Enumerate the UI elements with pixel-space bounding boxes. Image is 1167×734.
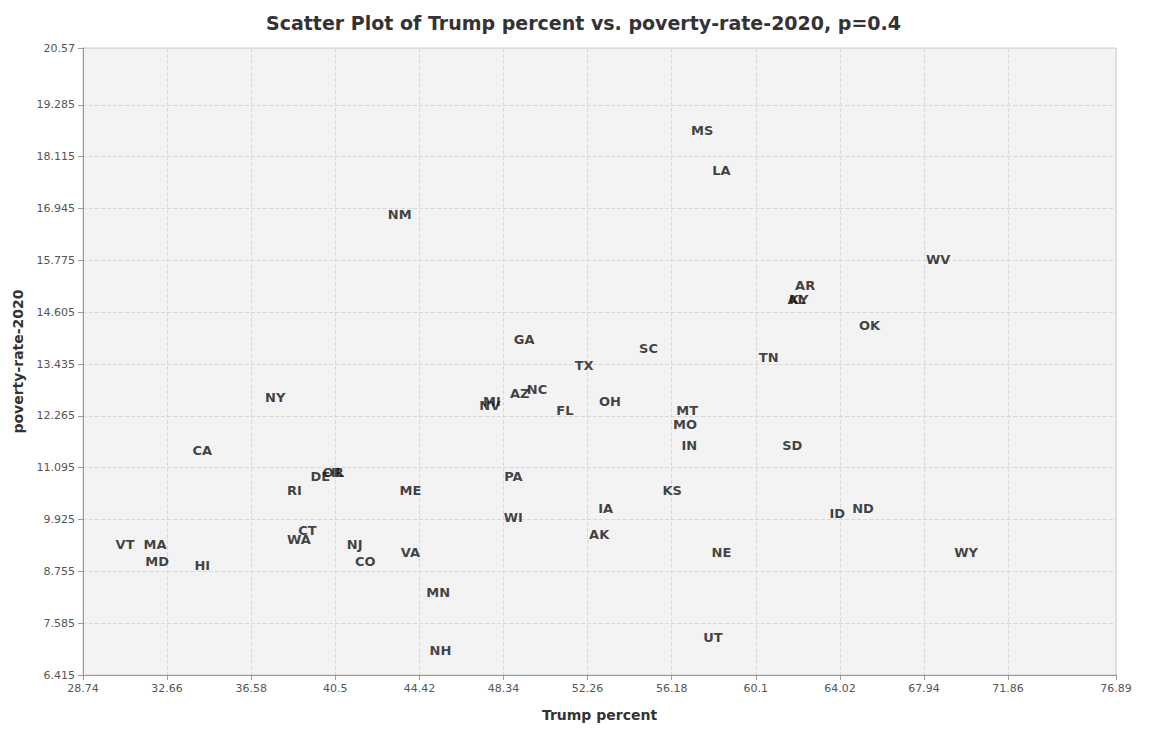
svg-text:18.115: 18.115 xyxy=(37,150,76,163)
svg-text:12.265: 12.265 xyxy=(37,409,76,422)
svg-text:NM: NM xyxy=(388,207,412,222)
svg-text:LA: LA xyxy=(712,163,730,178)
svg-text:AK: AK xyxy=(589,527,610,542)
svg-text:16.945: 16.945 xyxy=(37,202,76,215)
svg-text:OH: OH xyxy=(599,394,621,409)
svg-text:64.02: 64.02 xyxy=(824,682,856,695)
svg-text:SC: SC xyxy=(639,341,658,356)
svg-text:NY: NY xyxy=(265,390,286,405)
svg-text:TN: TN xyxy=(759,350,779,365)
svg-text:KS: KS xyxy=(662,483,681,498)
svg-text:14.605: 14.605 xyxy=(37,306,76,319)
svg-text:15.775: 15.775 xyxy=(37,254,76,267)
svg-text:poverty-rate-2020: poverty-rate-2020 xyxy=(10,289,26,433)
svg-text:NJ: NJ xyxy=(347,537,363,552)
svg-text:28.74: 28.74 xyxy=(67,682,99,695)
svg-text:IA: IA xyxy=(598,501,613,516)
svg-text:NH: NH xyxy=(430,643,452,658)
svg-text:NV: NV xyxy=(479,398,500,413)
svg-text:11.095: 11.095 xyxy=(37,461,76,474)
svg-text:AZ: AZ xyxy=(510,385,530,401)
svg-text:9.925: 9.925 xyxy=(44,513,76,526)
svg-text:20.57: 20.57 xyxy=(44,42,76,55)
svg-text:44.42: 44.42 xyxy=(404,682,436,695)
svg-text:TX: TX xyxy=(575,358,594,373)
svg-text:MD: MD xyxy=(145,554,169,569)
svg-text:SD: SD xyxy=(782,438,802,453)
svg-text:19.285: 19.285 xyxy=(37,98,76,111)
svg-text:OR: OR xyxy=(322,465,344,481)
svg-text:KY: KY xyxy=(789,292,809,307)
svg-text:VT: VT xyxy=(116,537,135,552)
svg-text:IL: IL xyxy=(331,465,344,480)
svg-text:60.1: 60.1 xyxy=(744,682,769,695)
svg-text:CO: CO xyxy=(355,554,376,569)
svg-text:7.585: 7.585 xyxy=(44,617,76,630)
svg-text:32.66: 32.66 xyxy=(151,682,183,695)
svg-text:67.94: 67.94 xyxy=(908,682,940,695)
svg-text:MN: MN xyxy=(426,585,450,600)
svg-text:MO: MO xyxy=(673,417,697,432)
svg-text:76.89: 76.89 xyxy=(1100,682,1132,695)
svg-text:HI: HI xyxy=(194,558,210,573)
svg-text:WA: WA xyxy=(287,532,311,547)
svg-text:UT: UT xyxy=(703,630,723,645)
svg-text:WI: WI xyxy=(504,510,523,525)
svg-text:GA: GA xyxy=(514,332,535,347)
svg-text:6.415: 6.415 xyxy=(44,669,76,682)
svg-text:WY: WY xyxy=(954,545,978,560)
svg-text:RI: RI xyxy=(287,483,302,498)
svg-text:ND: ND xyxy=(852,501,874,516)
svg-text:AR: AR xyxy=(795,278,816,294)
svg-text:PA: PA xyxy=(504,469,522,484)
svg-text:NE: NE xyxy=(712,545,732,560)
svg-text:40.5: 40.5 xyxy=(323,682,348,695)
svg-text:8.755: 8.755 xyxy=(44,565,76,578)
svg-text:MS: MS xyxy=(691,123,713,138)
svg-text:56.18: 56.18 xyxy=(656,682,688,695)
svg-text:OK: OK xyxy=(859,318,881,333)
svg-text:VA: VA xyxy=(401,545,420,560)
svg-text:FL: FL xyxy=(556,403,573,418)
svg-text:Trump percent: Trump percent xyxy=(542,707,658,723)
svg-text:CT: CT xyxy=(298,523,317,539)
svg-text:MT: MT xyxy=(676,403,698,419)
svg-text:NC: NC xyxy=(527,382,547,397)
svg-text:Scatter Plot of Trump percent: Scatter Plot of Trump percent vs. povert… xyxy=(266,12,901,34)
svg-text:CA: CA xyxy=(192,443,212,458)
svg-text:71.86: 71.86 xyxy=(992,682,1024,695)
svg-text:36.58: 36.58 xyxy=(235,682,267,695)
svg-text:MA: MA xyxy=(144,537,167,552)
svg-text:48.34: 48.34 xyxy=(488,682,519,695)
svg-text:ID: ID xyxy=(829,506,845,521)
svg-text:ME: ME xyxy=(399,483,421,498)
svg-text:IN: IN xyxy=(681,438,697,453)
svg-text:WV: WV xyxy=(926,252,950,267)
svg-text:DE: DE xyxy=(310,469,330,484)
svg-text:52.26: 52.26 xyxy=(572,682,604,695)
svg-text:13.435: 13.435 xyxy=(37,358,76,371)
